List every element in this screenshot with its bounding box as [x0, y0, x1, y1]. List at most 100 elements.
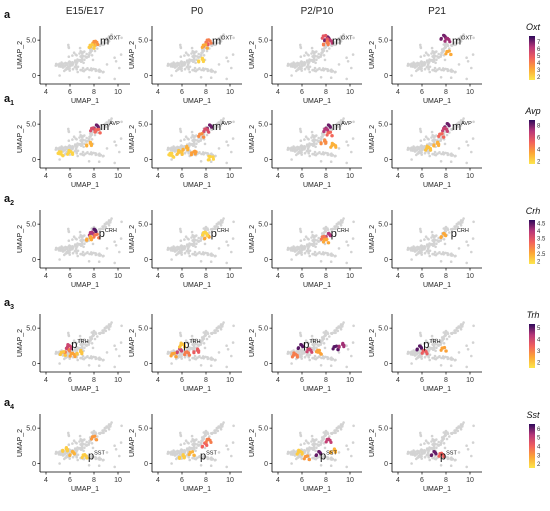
background-cell — [170, 146, 173, 149]
background-cell — [424, 439, 428, 443]
background-cell — [314, 245, 317, 249]
background-cell — [446, 252, 450, 255]
background-cell — [97, 69, 101, 73]
background-cell — [91, 346, 95, 350]
background-cell — [88, 53, 91, 56]
background-cell — [311, 152, 314, 156]
background-cell — [62, 146, 65, 150]
background-cell — [443, 446, 447, 450]
background-cell — [321, 135, 324, 138]
background-cell — [459, 35, 463, 39]
background-cell — [323, 58, 327, 62]
expressing-cell — [439, 348, 443, 352]
background-cell — [419, 139, 423, 142]
background-cell — [465, 140, 468, 143]
expressing-cell — [97, 236, 101, 240]
background-cell — [329, 364, 333, 368]
background-cell — [299, 46, 303, 50]
background-cell — [424, 245, 427, 249]
background-cell — [333, 125, 336, 128]
background-cell — [71, 138, 74, 141]
y-axis-title: UMAP_2 — [249, 429, 256, 457]
background-cell — [433, 354, 437, 358]
background-cell — [190, 46, 194, 50]
background-cell — [63, 253, 66, 257]
background-cell — [63, 457, 66, 461]
background-cell — [107, 119, 111, 123]
background-cell — [191, 68, 194, 72]
y-tick-label: 0 — [32, 361, 36, 368]
background-cell — [307, 442, 310, 445]
expressing-cell — [433, 450, 437, 454]
background-cell — [217, 63, 221, 66]
background-cell — [105, 351, 109, 354]
background-cell — [97, 153, 101, 157]
background-cell — [427, 68, 431, 71]
background-cell — [191, 144, 195, 147]
background-cell — [206, 68, 210, 71]
background-cell — [201, 439, 204, 442]
expressing-cell — [61, 449, 65, 453]
background-cell — [179, 46, 183, 50]
background-cell — [465, 261, 469, 265]
background-cell — [230, 66, 233, 70]
x-tick-label: 6 — [68, 173, 72, 180]
background-cell — [197, 440, 200, 444]
background-cell — [457, 122, 461, 125]
x-tick-label: 10 — [466, 89, 474, 96]
background-cell — [337, 122, 341, 125]
background-cell — [345, 140, 348, 143]
background-cell — [295, 253, 298, 257]
background-cell — [91, 130, 95, 134]
background-cell — [445, 437, 449, 441]
background-cell — [225, 465, 228, 469]
colorbar — [529, 424, 535, 468]
background-cell — [313, 354, 317, 358]
background-cell — [437, 444, 440, 447]
background-cell — [204, 429, 208, 433]
background-cell — [311, 55, 314, 58]
background-cell — [446, 68, 450, 71]
background-cell — [442, 153, 446, 156]
background-cell — [209, 457, 213, 461]
background-cell — [409, 352, 413, 356]
expressing-cell — [291, 353, 296, 357]
background-cell — [456, 41, 460, 45]
background-cell — [437, 240, 440, 243]
background-cell — [169, 452, 173, 456]
background-cell — [424, 51, 428, 54]
background-cell — [305, 249, 309, 253]
background-cell — [225, 77, 228, 81]
background-cell — [209, 253, 213, 257]
background-cell — [449, 69, 453, 73]
background-cell — [334, 43, 337, 47]
x-tick-label: 6 — [68, 377, 72, 384]
background-cell — [87, 160, 91, 163]
x-axis-title: UMAP_1 — [183, 282, 211, 289]
background-cell — [177, 63, 181, 66]
gene-title: Crh — [526, 206, 541, 216]
background-cell — [317, 151, 321, 155]
background-cell — [414, 146, 417, 150]
background-cell — [322, 342, 326, 345]
y-tick-label: 5.0 — [26, 38, 36, 45]
expressing-cell — [317, 348, 321, 352]
background-cell — [301, 352, 304, 356]
background-cell — [317, 56, 320, 59]
background-cell — [310, 46, 314, 50]
background-cell — [443, 334, 447, 338]
background-cell — [183, 251, 187, 255]
background-cell — [107, 219, 111, 223]
background-cell — [440, 152, 443, 156]
row-label-sub: 4 — [10, 404, 14, 411]
x-tick-label: 6 — [180, 89, 184, 96]
background-cell — [69, 248, 72, 252]
background-cell — [315, 50, 318, 53]
expressing-cell — [324, 33, 328, 38]
background-cell — [213, 254, 217, 258]
background-cell — [323, 230, 327, 234]
background-cell — [75, 244, 79, 248]
background-cell — [104, 429, 108, 433]
background-cell — [225, 240, 228, 243]
